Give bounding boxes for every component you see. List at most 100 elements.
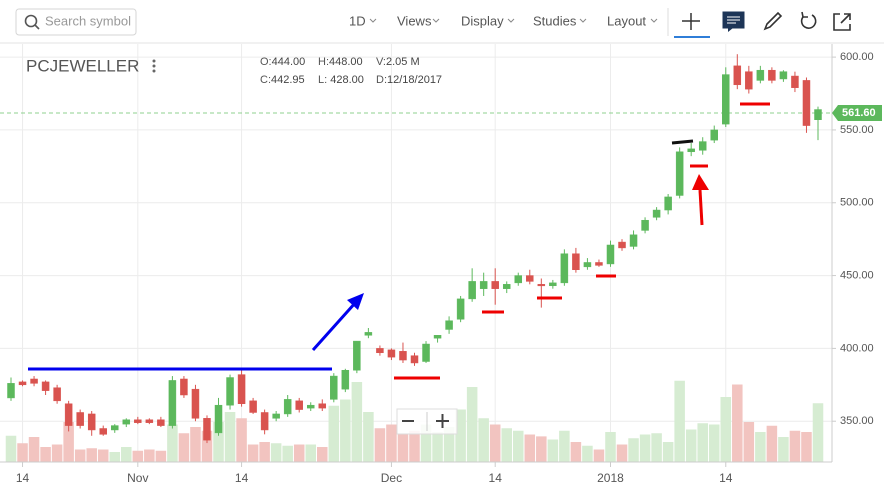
interval-button[interactable]: 1D (349, 13, 366, 28)
volume-bar (478, 418, 489, 462)
volume-bar (386, 424, 397, 462)
y-tick-label: 400.00 (840, 342, 874, 354)
volume-bar (363, 412, 374, 462)
info-key: C: (260, 74, 271, 86)
volume-bar (570, 442, 582, 462)
zoom-in[interactable] (436, 414, 449, 428)
candle-body (549, 282, 557, 287)
candle-body (272, 413, 280, 419)
drawn-arrowhead (692, 174, 709, 190)
popout-button[interactable] (833, 13, 851, 31)
volume-bar (270, 443, 282, 462)
info-value: 444.00 (272, 56, 306, 68)
volume-bar (317, 447, 328, 462)
axes: 350.00 400.00 450.00 500.00 550.00 600.00 14 No… (0, 44, 882, 485)
candle-body (376, 348, 384, 354)
volume-bar (397, 434, 409, 462)
candle-body (641, 219, 649, 231)
info-item: V:2.05 M (376, 56, 420, 68)
candle-body (410, 355, 419, 364)
dropdown-arrows (369, 18, 658, 23)
volume-bar (732, 384, 743, 462)
candle-body (675, 151, 684, 196)
comment-button[interactable] (722, 11, 745, 32)
crosshair-button[interactable] (674, 13, 710, 38)
volume-bar (616, 444, 628, 462)
candle-body (779, 71, 788, 80)
candle-body (191, 388, 200, 419)
candle-body (456, 298, 465, 320)
candle-body (364, 332, 373, 336)
candle-body (99, 428, 107, 435)
candle-body (145, 419, 154, 423)
candle-body (698, 141, 707, 151)
candle-body (295, 400, 303, 410)
candle-body (802, 80, 811, 126)
search-icon (34, 24, 40, 30)
menu-button[interactable]: Layout (607, 13, 646, 28)
volume-bar (489, 424, 501, 462)
candle-body (157, 419, 165, 426)
candle-body (791, 75, 799, 88)
candle-body (768, 69, 776, 81)
last-price-tag (832, 105, 882, 122)
y-tick-label: 500.00 (840, 197, 874, 209)
info-key: O: (260, 56, 272, 68)
ohlc-info: O:444.00 H:448.00 V:2.05 M C:442.95 L: 428.0… (260, 56, 442, 86)
volume-bar (155, 450, 167, 462)
volume-bar (789, 430, 801, 462)
info-value: 2.05 M (386, 56, 420, 68)
menu-button[interactable]: Studies (533, 13, 577, 28)
candle-body (572, 253, 580, 270)
candle-body (710, 129, 718, 141)
volume-bar (144, 449, 155, 462)
volume-bar (628, 438, 639, 462)
candle-body (733, 65, 742, 86)
volume-bar (97, 449, 109, 462)
y-tick-label: 600.00 (840, 51, 874, 63)
y-tick-label: 550.00 (840, 124, 874, 136)
candle-body (618, 241, 626, 249)
info-value: 12/18/2017 (387, 74, 442, 86)
volume-bar (305, 444, 317, 462)
volume-bar (351, 382, 363, 462)
volume-bar (420, 424, 432, 462)
candle-body (330, 375, 338, 400)
candle-body (64, 403, 73, 426)
info-item: C:442.95 (260, 74, 305, 86)
volume-bar (328, 405, 340, 462)
volume-bar (247, 444, 259, 462)
search-placeholder[interactable]: Search symbol (45, 13, 131, 28)
candle-body (745, 71, 753, 90)
search-box[interactable] (15, 8, 137, 36)
y-tick-label: 450.00 (840, 269, 874, 281)
candle-body (595, 262, 603, 266)
volume-bar (766, 425, 778, 462)
volume-bar (167, 424, 178, 462)
info-key: D: (376, 74, 387, 86)
candle-body (756, 69, 765, 81)
volume-bar (466, 387, 478, 462)
x-tick-label: 2018 (597, 471, 624, 485)
drawn-line (671, 139, 694, 145)
draw-button[interactable] (763, 11, 783, 31)
volume-bar (259, 442, 270, 462)
refresh-button[interactable] (800, 11, 817, 29)
volume-bar (755, 432, 766, 462)
volume-bar (743, 422, 755, 462)
candle-body (237, 374, 246, 404)
candle-body (260, 412, 269, 431)
candle-layer (7, 54, 822, 444)
volume-bar (5, 435, 17, 462)
menu-button[interactable]: Display (461, 13, 504, 28)
menu-button[interactable]: Views (397, 13, 432, 28)
info-key: V: (376, 56, 386, 68)
candle-body (491, 281, 499, 289)
volume-bar (639, 434, 651, 462)
volume-bar (801, 432, 812, 462)
symbol-menu[interactable] (152, 59, 156, 73)
grid (0, 44, 832, 462)
volume-bar (443, 427, 455, 462)
